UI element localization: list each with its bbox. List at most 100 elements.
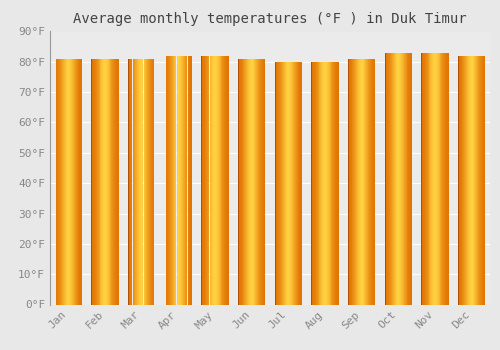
Bar xyxy=(71,59,72,304)
Bar xyxy=(212,56,213,304)
Bar xyxy=(358,59,359,304)
Bar xyxy=(112,59,113,304)
Bar xyxy=(59,59,60,304)
Bar xyxy=(110,59,112,304)
Bar xyxy=(394,53,396,304)
Bar xyxy=(428,53,430,304)
Bar xyxy=(144,59,146,304)
Bar xyxy=(78,59,80,304)
Bar xyxy=(337,62,338,304)
Bar xyxy=(444,53,445,304)
Bar xyxy=(366,59,367,304)
Bar xyxy=(481,56,482,304)
Bar xyxy=(474,56,476,304)
Bar xyxy=(478,56,479,304)
Bar xyxy=(66,59,68,304)
Bar xyxy=(279,62,280,304)
Bar xyxy=(421,53,422,304)
Bar xyxy=(64,59,66,304)
Bar xyxy=(464,56,465,304)
Bar xyxy=(105,59,106,304)
Bar xyxy=(459,56,460,304)
Bar xyxy=(250,59,252,304)
Bar xyxy=(364,59,366,304)
Bar xyxy=(113,59,114,304)
Bar xyxy=(360,59,361,304)
Bar xyxy=(76,59,78,304)
Bar xyxy=(482,56,484,304)
Bar xyxy=(260,59,261,304)
Bar xyxy=(315,62,316,304)
Bar xyxy=(440,53,442,304)
Bar xyxy=(360,59,362,304)
Bar xyxy=(244,59,245,304)
Bar xyxy=(164,56,166,304)
Bar xyxy=(130,59,132,304)
Bar xyxy=(426,53,427,304)
Bar xyxy=(93,59,94,304)
Bar xyxy=(250,59,251,304)
Bar xyxy=(56,59,58,304)
Title: Average monthly temperatures (°F ) in Duk Timur: Average monthly temperatures (°F ) in Du… xyxy=(73,12,467,26)
Bar xyxy=(479,56,480,304)
Bar xyxy=(432,53,433,304)
Bar xyxy=(437,53,438,304)
Bar xyxy=(73,59,74,304)
Bar xyxy=(408,53,410,304)
Bar xyxy=(149,59,150,304)
Bar xyxy=(142,59,144,304)
Bar xyxy=(146,59,147,304)
Bar xyxy=(147,59,148,304)
Bar xyxy=(421,53,422,304)
Bar xyxy=(326,62,327,304)
Bar xyxy=(401,53,402,304)
Bar xyxy=(107,59,108,304)
Bar xyxy=(134,59,135,304)
Bar xyxy=(324,62,325,304)
Bar xyxy=(216,56,217,304)
Bar xyxy=(213,56,214,304)
Bar xyxy=(190,56,191,304)
Bar xyxy=(100,59,102,304)
Bar xyxy=(402,53,403,304)
Bar xyxy=(103,59,104,304)
Bar xyxy=(280,62,281,304)
Bar xyxy=(465,56,466,304)
Bar xyxy=(225,56,226,304)
Bar xyxy=(262,59,264,304)
Bar xyxy=(54,59,56,304)
Bar xyxy=(223,56,224,304)
Bar xyxy=(300,62,301,304)
Bar xyxy=(349,59,350,304)
Bar xyxy=(328,62,330,304)
Bar xyxy=(258,59,259,304)
Bar xyxy=(261,59,262,304)
Bar xyxy=(259,59,260,304)
Bar xyxy=(171,56,172,304)
Bar xyxy=(424,53,425,304)
Bar xyxy=(435,53,436,304)
Bar xyxy=(313,62,314,304)
Bar xyxy=(289,62,290,304)
Bar xyxy=(152,59,154,304)
Bar xyxy=(470,56,472,304)
Bar xyxy=(69,59,70,304)
Bar xyxy=(135,59,136,304)
Bar xyxy=(182,56,183,304)
Bar xyxy=(215,56,216,304)
Bar xyxy=(61,59,62,304)
Bar xyxy=(288,62,289,304)
Bar xyxy=(348,59,349,304)
Bar xyxy=(179,56,180,304)
Bar xyxy=(150,59,151,304)
Bar xyxy=(128,59,129,304)
Bar xyxy=(214,56,215,304)
Bar xyxy=(92,59,93,304)
Bar xyxy=(104,59,105,304)
Bar xyxy=(58,59,59,304)
Bar xyxy=(220,56,222,304)
Bar xyxy=(154,59,156,304)
Bar xyxy=(477,56,478,304)
Bar xyxy=(354,59,355,304)
Bar xyxy=(357,59,358,304)
